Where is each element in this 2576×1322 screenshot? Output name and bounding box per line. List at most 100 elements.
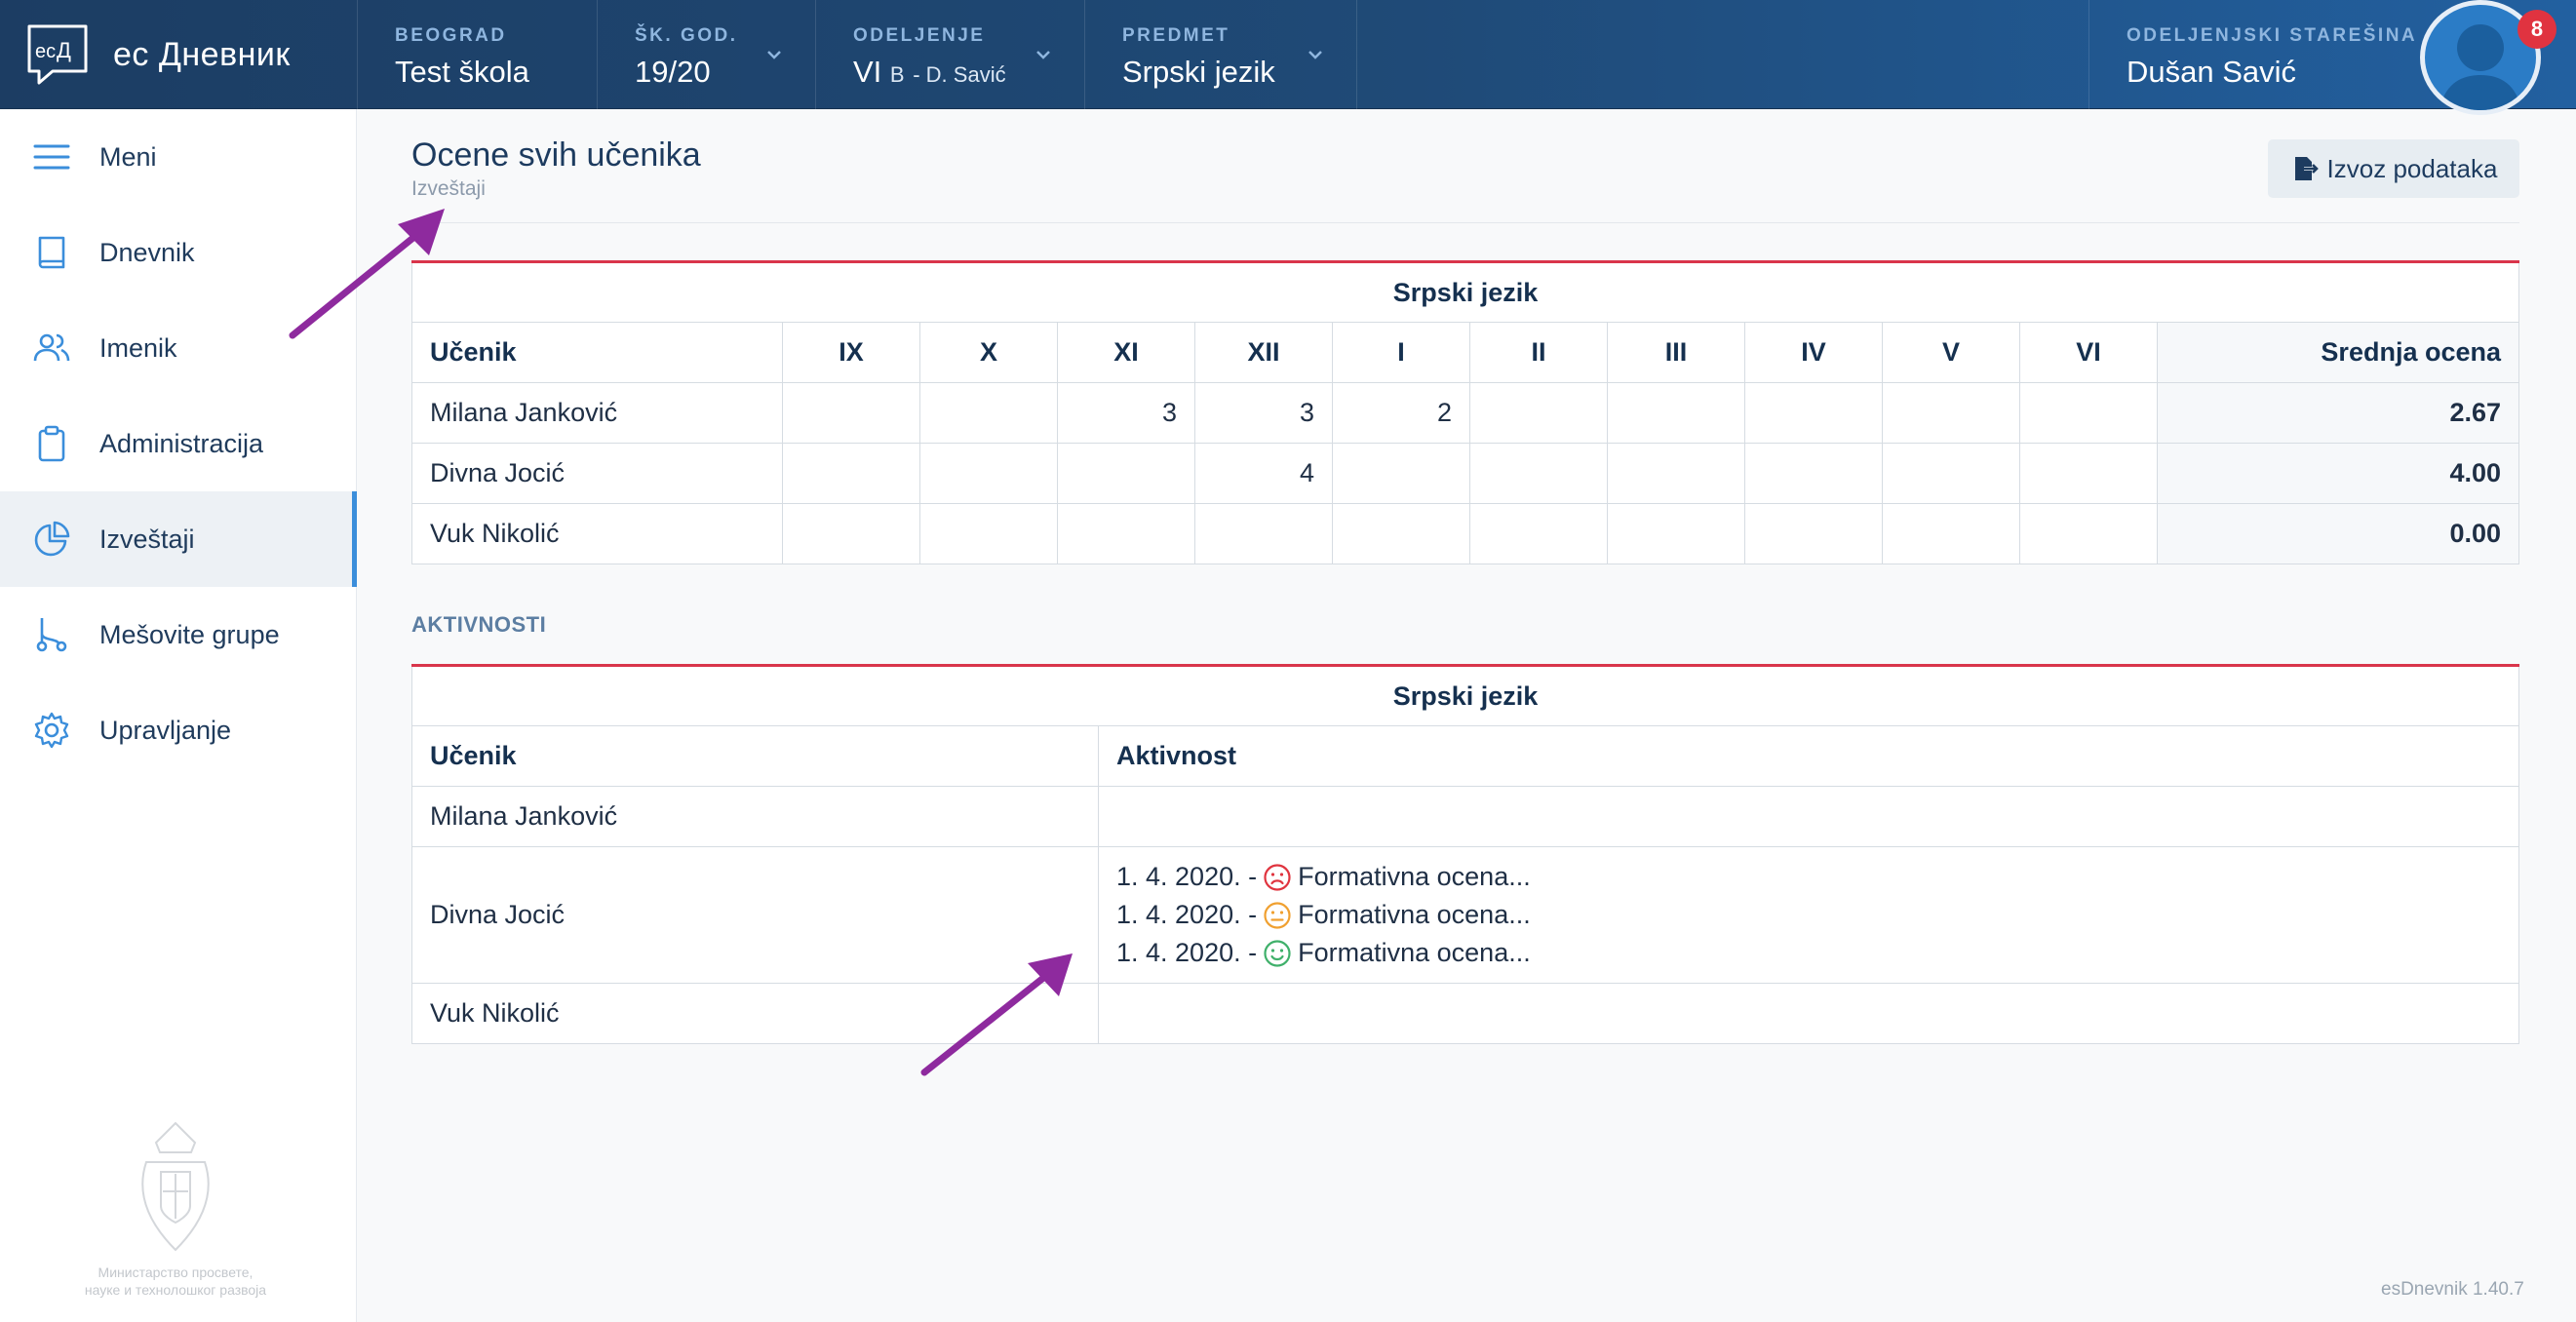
ministry-logo: Министарство просвете, науке и технолошк…: [68, 1113, 283, 1299]
grade-cell: [1607, 503, 1745, 564]
table-row: Vuk Nikolić 0.00: [411, 503, 2519, 564]
file-export-icon: [2294, 157, 2319, 180]
grade-cell: 3: [1057, 382, 1195, 444]
student-name: Vuk Nikolić: [411, 983, 1099, 1044]
student-name: Milana Janković: [411, 786, 1099, 847]
sidebar-item-label: Mešovite grupe: [99, 619, 280, 649]
activity-entry[interactable]: 1. 4. 2020. - Formativna ocena...: [1116, 934, 2501, 972]
sidebar-item-label: Upravljanje: [99, 715, 232, 745]
activity-text: Formativna ocena...: [1298, 900, 1531, 929]
neutral-face-icon: [1264, 901, 1291, 929]
sidebar-item-label: Meni: [99, 141, 157, 172]
pie-chart-icon: [34, 521, 70, 557]
notification-badge[interactable]: 8: [2517, 10, 2556, 49]
class-selector[interactable]: ODELJENJE VI B - D. Savić: [815, 0, 1084, 109]
section-label-activities: AKTIVNOSTI: [411, 612, 547, 637]
grade-cell: [1607, 382, 1745, 444]
year-selector[interactable]: ŠK. GOD. 19/20: [597, 0, 815, 109]
sidebar-item-administracija[interactable]: Administracija: [0, 396, 357, 491]
git-branch-icon: [36, 618, 67, 652]
column-header-month: VI: [2019, 322, 2158, 383]
grade-cell: [1332, 443, 1470, 504]
app-version: esDnevnik 1.40.7: [2381, 1279, 2524, 1300]
year-label: ŠK. GOD.: [635, 25, 738, 46]
column-header-month: X: [919, 322, 1058, 383]
grade-cell: [1744, 503, 1883, 564]
breadcrumb[interactable]: Izveštaji: [411, 177, 486, 200]
sidebar-item-imenik[interactable]: Imenik: [0, 300, 357, 396]
activity-cell: [1098, 786, 2519, 847]
sidebar-item-menu[interactable]: Meni: [0, 109, 357, 205]
table-row: Divna Jocić 1. 4. 2020. - Formativna oce…: [411, 846, 2519, 984]
grade-cell: 4: [1194, 443, 1333, 504]
class-teacher: - D. Savić: [913, 62, 1006, 87]
role-label: ODELJENJSKI STAREŠINA: [2127, 25, 2418, 46]
sidebar-item-label: Izveštaji: [99, 524, 195, 554]
subject-selector[interactable]: PREDMET Srpski jezik: [1084, 0, 1357, 109]
activity-text: Formativna ocena...: [1298, 938, 1531, 967]
grade-cell: [1469, 503, 1608, 564]
grades-table: Srpski jezik Učenik IX X XI XII I II III…: [411, 260, 2519, 564]
student-name: Milana Janković: [411, 382, 783, 444]
user-info[interactable]: ODELJENJSKI STAREŠINA Dušan Savić: [2088, 0, 2576, 109]
sidebar-item-mesovite-grupe[interactable]: Mešovite grupe: [0, 587, 357, 682]
column-header-student: Učenik: [411, 322, 783, 383]
column-header-average: Srednja ocena: [2157, 322, 2519, 383]
sidebar-item-label: Administracija: [99, 428, 264, 458]
app-name: ес Дневник: [113, 35, 291, 73]
class-section: B: [889, 62, 905, 87]
activity-cell: 1. 4. 2020. - Formativna ocena... 1. 4. …: [1098, 846, 2519, 984]
brand[interactable]: ec Д ес Дневник: [0, 0, 357, 109]
grade-cell: [782, 503, 920, 564]
table-row: Divna Jocić 4 4.00: [411, 443, 2519, 504]
svg-text:ec: ec: [35, 41, 56, 62]
grade-cell: [919, 382, 1058, 444]
chevron-down-icon: [767, 51, 781, 59]
grade-cell: [1469, 443, 1608, 504]
users-icon: [33, 333, 70, 362]
column-header-month: XII: [1194, 322, 1333, 383]
grade-cell: [782, 382, 920, 444]
activity-date: 1. 4. 2020. -: [1116, 862, 1258, 891]
sidebar-item-dnevnik[interactable]: Dnevnik: [0, 205, 357, 300]
grade-cell: 3: [1194, 382, 1333, 444]
sidebar-item-upravljanje[interactable]: Upravljanje: [0, 682, 357, 778]
column-header-activity: Aktivnost: [1098, 725, 2519, 787]
city-label: BEOGRAD: [395, 25, 507, 46]
grade-cell: [1744, 382, 1883, 444]
activity-entry[interactable]: 1. 4. 2020. - Formativna ocena...: [1116, 858, 2501, 896]
main-content: Ocene svih učenika Izveštaji Izvoz podat…: [357, 109, 2576, 1322]
avatar[interactable]: [2420, 0, 2541, 115]
annotation-arrow-icon: [289, 209, 445, 339]
table-caption-row: Srpski jezik: [411, 260, 2519, 323]
page-title: Ocene svih učenika: [411, 136, 701, 174]
average-cell: 4.00: [2157, 443, 2519, 504]
sidebar-item-label: Dnevnik: [99, 237, 195, 267]
grade-cell: [1469, 382, 1608, 444]
column-header-student: Učenik: [411, 725, 1099, 787]
table-caption: Srpski jezik: [411, 260, 2519, 323]
sad-face-icon: [1264, 863, 1291, 891]
column-header-month: I: [1332, 322, 1470, 383]
table-caption-row: Srpski jezik: [411, 664, 2519, 726]
grade-cell: [1882, 503, 2020, 564]
grade-cell: [1057, 503, 1195, 564]
table-row: Milana Janković: [411, 786, 2519, 847]
grade-cell: 2: [1332, 382, 1470, 444]
subject-label: PREDMET: [1122, 25, 1230, 46]
class-name: VI: [853, 55, 882, 89]
column-header-month: IV: [1744, 322, 1883, 383]
sidebar: Meni Dnevnik Imenik Administracija Izveš…: [0, 109, 357, 1322]
sidebar-item-izvestaji[interactable]: Izveštaji: [0, 491, 357, 587]
activity-date: 1. 4. 2020. -: [1116, 900, 1258, 929]
grade-cell: [782, 443, 920, 504]
annotation-arrow-icon: [920, 953, 1073, 1076]
activity-entry[interactable]: 1. 4. 2020. - Formativna ocena...: [1116, 896, 2501, 934]
ministry-line-2: науке и технолошког развоја: [84, 1282, 267, 1298]
grade-cell: [919, 503, 1058, 564]
export-button[interactable]: Izvoz podataka: [2268, 139, 2519, 198]
grade-cell: [1332, 503, 1470, 564]
subject-value: Srpski jezik: [1122, 55, 1275, 89]
export-label: Izvoz podataka: [2326, 153, 2498, 183]
grade-cell: [1607, 443, 1745, 504]
